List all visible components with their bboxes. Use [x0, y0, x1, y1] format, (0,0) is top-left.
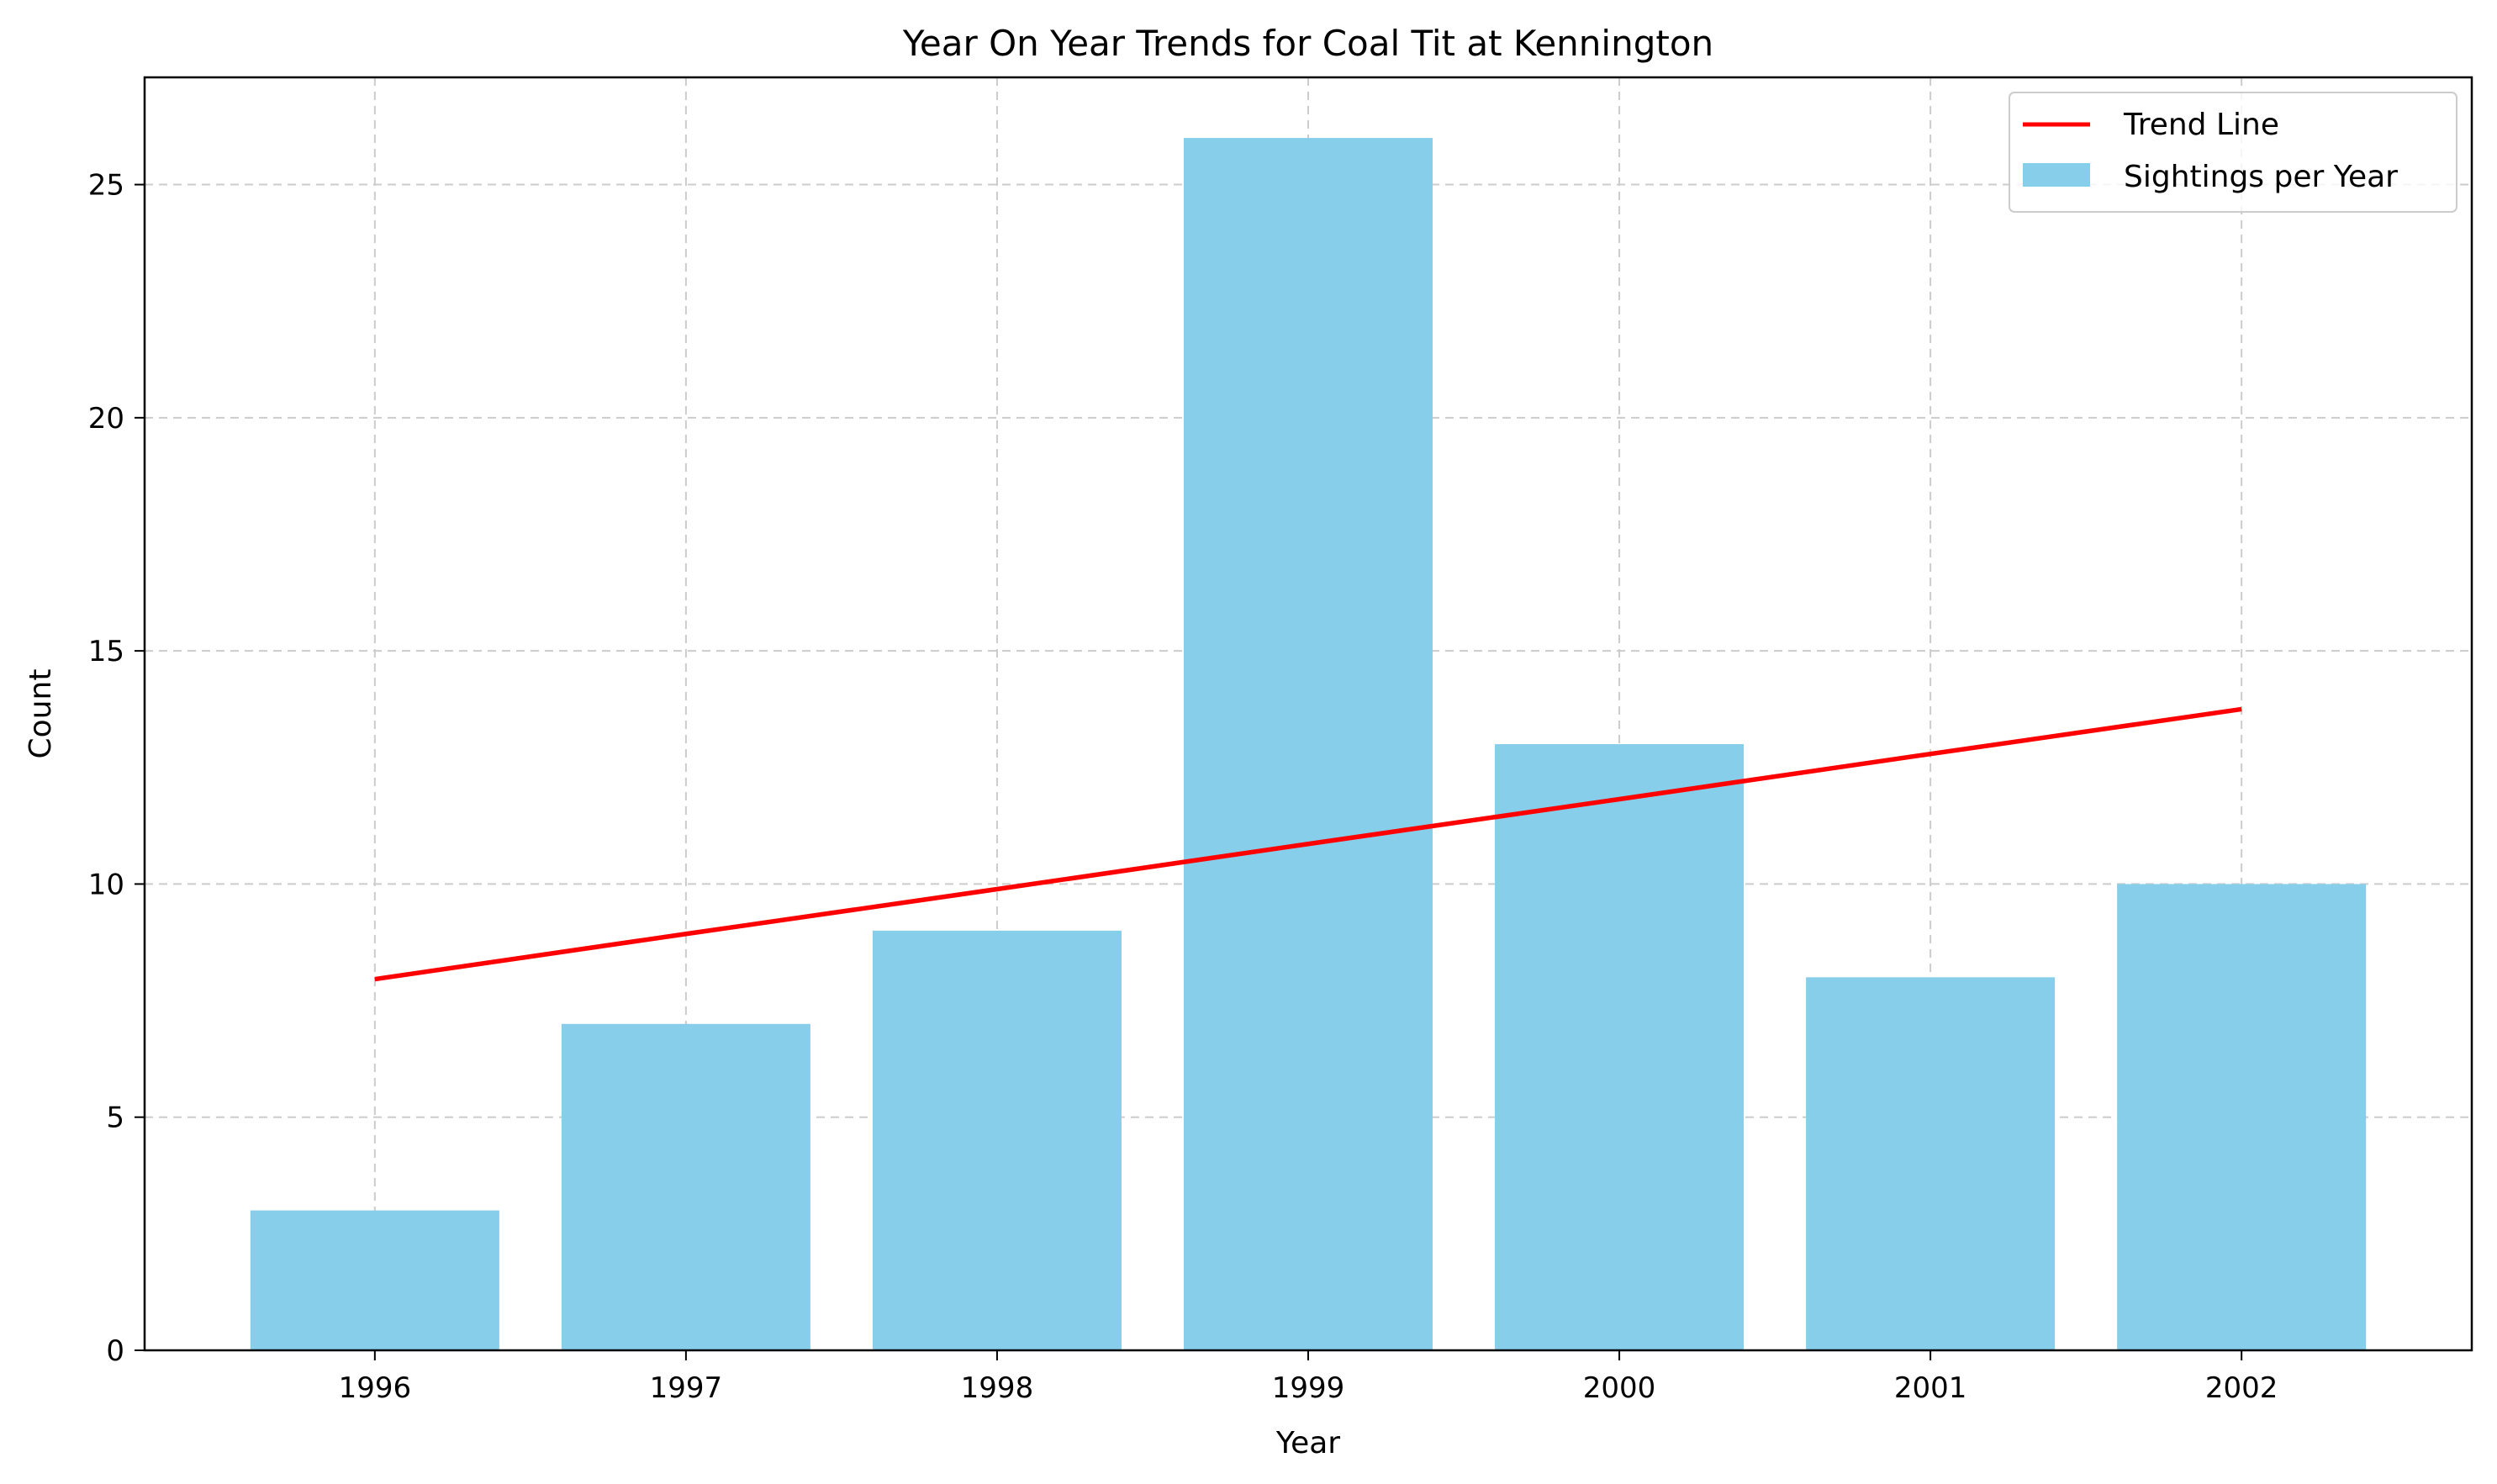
bar-series [250, 138, 2367, 1351]
bar-2002 [2117, 884, 2367, 1350]
x-tick-label-1998: 1998 [961, 1371, 1034, 1405]
bar-2000 [1495, 744, 1745, 1350]
legend-bar-swatch [2023, 163, 2090, 187]
bar-1998 [872, 930, 1122, 1350]
legend-bar-label: Sightings per Year [2124, 160, 2398, 194]
chart-title: Year On Year Trends for Coal Tit at Kenn… [902, 23, 1713, 64]
axis-ticks: 1996 1997 1998 1999 2000 2001 2002 0 5 10 15 20 25 [88, 169, 2278, 1405]
bar-1996 [250, 1210, 499, 1350]
bar-1999 [1183, 138, 1433, 1351]
legend-trend-line-label: Trend Line [2123, 108, 2279, 142]
legend-box [2009, 92, 2457, 213]
y-tick-label-25: 25 [88, 169, 124, 203]
x-tick-label-2002: 2002 [2205, 1371, 2278, 1405]
y-tick-label-20: 20 [88, 402, 124, 436]
x-tick-label-2000: 2000 [1583, 1371, 1656, 1405]
trend-line-series [374, 706, 2242, 982]
x-tick-label-1997: 1997 [650, 1371, 723, 1405]
y-axis-label: Count [24, 669, 58, 759]
bar-1997 [561, 1023, 810, 1350]
y-tick-label-10: 10 [88, 868, 124, 901]
bar-2001 [1806, 977, 2056, 1350]
trend-line [374, 706, 2242, 982]
x-tick-label-1999: 1999 [1272, 1371, 1345, 1405]
y-tick-label-15: 15 [88, 635, 124, 668]
y-tick-label-5: 5 [106, 1101, 124, 1135]
x-axis-label: Year [1275, 1426, 1340, 1460]
y-tick-label-0: 0 [106, 1334, 124, 1368]
legend: Trend Line Sightings per Year [2009, 92, 2457, 213]
x-tick-label-1996: 1996 [339, 1371, 412, 1405]
x-tick-label-2001: 2001 [1894, 1371, 1967, 1405]
